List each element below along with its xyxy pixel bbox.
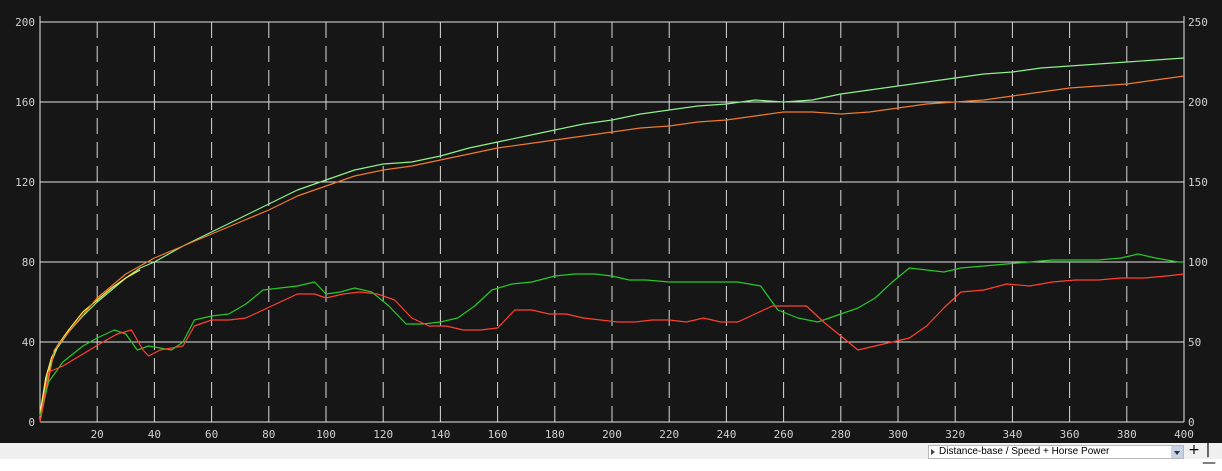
x-tick-label: 220 [659,428,679,441]
expand-arrow-icon [931,449,935,455]
x-tick-label: 40 [148,428,161,441]
y-tick-label: 160 [15,96,35,109]
bottom-toolbar [0,443,1222,459]
x-tick-label: 180 [545,428,565,441]
x-tick-label: 200 [602,428,622,441]
chart-mode-label: Distance-base / Speed + Horse Power [939,446,1110,457]
y2-tick-label: 150 [1188,176,1208,189]
x-tick-label: 80 [262,428,275,441]
x-tick-label: 320 [945,428,965,441]
zoom-in-button[interactable]: + [1188,442,1200,458]
x-tick-label: 120 [373,428,393,441]
series-line-2 [39,269,141,415]
x-tick-label: 280 [831,428,851,441]
chart-series [39,57,1185,423]
chart-axes [39,16,1185,423]
x-tick-label: 20 [91,428,104,441]
chart-tick-labels: 20 40 60 80 100 120 140 160 180 200 220 240 260 280 30… [15,16,1208,441]
y2-tick-label: 200 [1188,96,1208,109]
chart-plot: 20 40 60 80 100 120 140 160 180 200 220 240 260 280 30… [0,0,1222,443]
x-tick-label: 340 [1002,428,1022,441]
x-tick-label: 140 [430,428,450,441]
series-line-4 [39,253,1184,417]
x-tick-label: 60 [205,428,218,441]
x-tick-label: 360 [1060,428,1080,441]
y-tick-label: 0 [28,416,35,429]
y2-tick-label: 50 [1188,336,1201,349]
x-tick-label: 300 [888,428,908,441]
x-tick-label: 100 [316,428,336,441]
y-tick-label: 200 [15,16,35,29]
chart-background [0,0,1222,443]
chart-grid [40,21,1184,422]
x-tick-label: 400 [1174,428,1194,441]
y-tick-label: 120 [15,176,35,189]
series-line-3 [39,75,1185,423]
x-tick-label: 380 [1117,428,1137,441]
y-tick-label: 80 [22,256,35,269]
series-line-5 [39,273,1185,423]
chart-mode-select[interactable]: Distance-base / Speed + Horse Power [928,445,1184,459]
y2-tick-label: 0 [1188,416,1195,429]
x-tick-label: 160 [488,428,508,441]
y2-tick-label: 250 [1188,16,1208,29]
x-tick-label: 260 [774,428,794,441]
x-tick-label: 240 [716,428,736,441]
dropdown-button[interactable] [1171,446,1183,458]
y-tick-label: 40 [22,336,35,349]
zoom-out-button[interactable]: |— [1202,442,1216,471]
y2-tick-label: 100 [1188,256,1208,269]
